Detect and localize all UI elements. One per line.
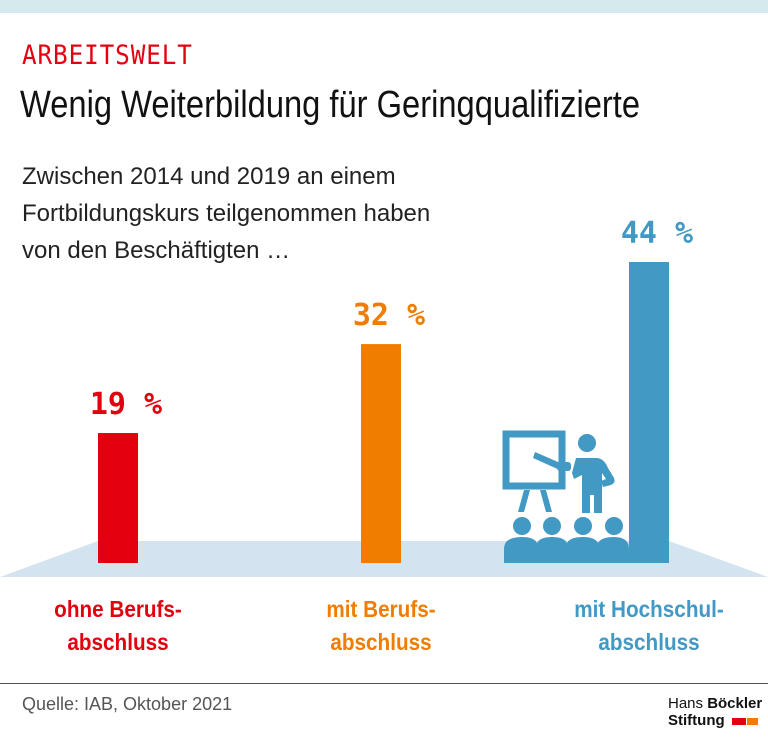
category-label-line: mit Berufs- [326, 596, 436, 622]
category-label-line: ohne Berufs- [54, 596, 182, 622]
bar [98, 433, 138, 563]
subtitle-line: Fortbildungskurs teilgenommen haben [22, 200, 431, 227]
value-label: 32 % [353, 298, 425, 333]
kicker: ARBEITSWELT [22, 40, 193, 71]
category-label-line: abschluss [67, 629, 169, 655]
page-title: Wenig Weiterbildung für Geringqualifizie… [20, 84, 641, 126]
value-label: 44 % [621, 216, 693, 251]
category-label: mit Berufs-abschluss [273, 593, 489, 659]
bar [361, 344, 401, 563]
category-label: mit Hochschul-abschluss [541, 593, 757, 659]
source-note: Quelle: IAB, Oktober 2021 [22, 694, 233, 714]
subtitle-line: von den Beschäftigten … [22, 237, 291, 264]
value-label: 19 % [90, 387, 162, 422]
logo-mark [746, 718, 758, 725]
top-band [0, 0, 768, 13]
presenter-with-audience-icon [502, 430, 629, 563]
footer-divider [0, 683, 768, 684]
hans-boeckler-logo: Hans Böckler Stiftung [668, 695, 762, 729]
subtitle: Zwischen 2014 und 2019 an einem Fortbild… [22, 158, 430, 269]
logo-mark [731, 718, 746, 725]
category-label-line: mit Hochschul- [574, 596, 724, 622]
logo-text: Stiftung [668, 712, 725, 729]
subtitle-line: Zwischen 2014 und 2019 an einem [22, 163, 396, 190]
bar [629, 262, 669, 563]
logo-text: Böckler [707, 695, 763, 712]
category-label-line: abschluss [598, 629, 700, 655]
category-label-line: abschluss [330, 629, 432, 655]
logo-text: Hans [668, 695, 708, 712]
category-label: ohne Berufs-abschluss [10, 593, 226, 659]
